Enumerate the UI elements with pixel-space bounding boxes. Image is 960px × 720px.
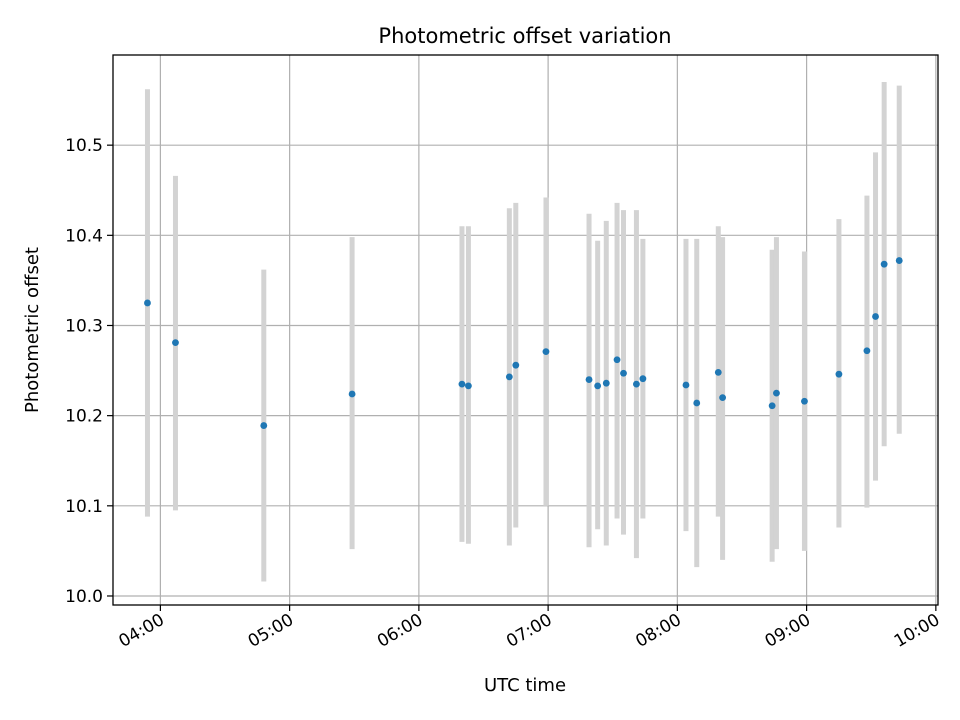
y-tick-label: 10.5 [65,136,103,156]
data-point [633,380,640,388]
data-point [585,376,593,383]
data-point [693,399,701,407]
data-point [458,380,466,388]
y-axis-ticks: 10.0 10.1 10.2 10.3 10.4 10.5 [65,136,113,607]
data-point [594,382,602,390]
y-tick-label: 10.3 [65,316,103,336]
plot-frame [112,54,939,606]
data-point [863,347,871,355]
data-point [835,370,843,378]
data-point [895,257,903,264]
data-point [348,390,356,398]
data-point [260,422,268,429]
data-point [144,299,151,307]
data-point [719,394,726,402]
data-point [880,260,888,268]
data-point [639,375,647,383]
data-point [768,402,776,410]
data-point [512,361,520,369]
chart-title: Photometric offset variation [378,24,671,48]
data-point [172,339,179,347]
y-tick-label: 10.0 [65,587,103,607]
data-point [620,369,627,377]
data-point [613,356,621,364]
data-point [465,382,472,390]
data-points [144,257,903,429]
data-point [505,373,513,381]
data-point [602,379,610,387]
data-point [542,348,550,356]
data-point [872,313,879,320]
data-point [773,389,780,397]
data-point [714,368,722,376]
y-axis-label: Photometric offset [22,247,43,413]
y-tick-label: 10.2 [65,407,103,427]
data-point [682,381,690,389]
y-tick-label: 10.1 [65,497,103,517]
x-axis-label: UTC time [484,675,566,696]
y-tick-label: 10.4 [65,226,103,246]
data-point [801,397,808,405]
